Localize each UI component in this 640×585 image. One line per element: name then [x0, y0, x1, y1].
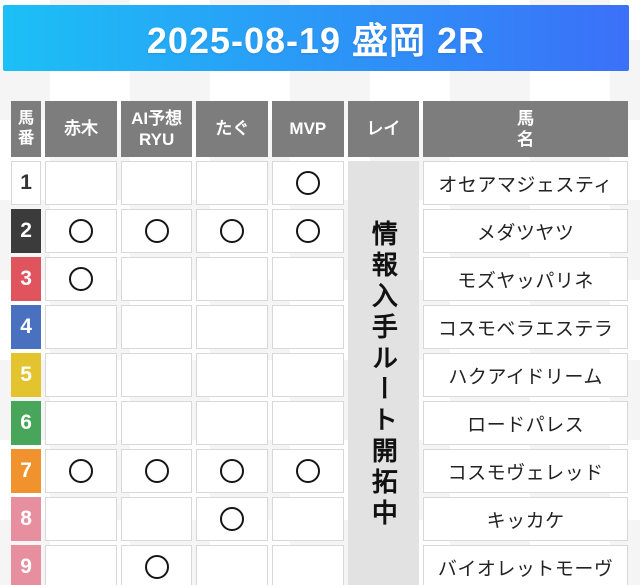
- mark-cell-mvp: [272, 545, 344, 585]
- mark-cell-mvp: [272, 161, 344, 205]
- mark-cell-tagu: [196, 257, 269, 301]
- mark-cell-tagu: [196, 401, 269, 445]
- horse-number-cell: 9: [11, 545, 42, 585]
- mark-cell-mvp: [272, 353, 344, 397]
- mark-cell-tagu: [196, 545, 269, 585]
- mark-cell-mvp: [272, 497, 344, 541]
- horse-number-cell: 3: [11, 257, 42, 301]
- horse-name-cell: ハクアイドリーム: [423, 353, 628, 397]
- mark-cell-tagu: [196, 353, 269, 397]
- horse-name-cell: ロードパレス: [423, 401, 628, 445]
- horse-number-cell: 6: [11, 401, 42, 445]
- horse-number-cell: 4: [11, 305, 42, 349]
- horse-row-2: 2 メダツヤツ: [11, 209, 628, 253]
- circle-mark-icon: [69, 267, 94, 291]
- horse-number-cell: 5: [11, 353, 42, 397]
- column-header-akagi: 赤木: [45, 101, 117, 157]
- rei-notice-cell: 情報入手ルート開拓中: [347, 161, 420, 585]
- horse-row-4: 4 コスモベラエステラ: [11, 305, 628, 349]
- circle-mark-icon: [220, 219, 245, 243]
- mark-cell-ai_ryu: [120, 497, 193, 541]
- horse-number-cell: 7: [11, 449, 42, 493]
- horse-name-cell: コスモベラエステラ: [423, 305, 628, 349]
- circle-mark-icon: [295, 171, 320, 195]
- circle-mark-icon: [144, 219, 169, 243]
- mark-cell-ai_ryu: [120, 449, 193, 493]
- column-header-name: 馬 名: [423, 101, 628, 157]
- mark-cell-mvp: [272, 305, 344, 349]
- mark-cell-tagu: [196, 209, 269, 253]
- horse-row-1: 1 情報入手ルート開拓中 オセアマジェスティ: [11, 161, 628, 585]
- mark-cell-tagu: [196, 161, 269, 205]
- mark-cell-mvp: [272, 401, 344, 445]
- mark-cell-mvp: [272, 449, 344, 493]
- horse-name-cell: コスモヴェレッド: [423, 449, 628, 493]
- mark-cell-mvp: [272, 209, 344, 253]
- horse-name-cell: モズヤッパリネ: [423, 257, 628, 301]
- mark-cell-mvp: [272, 257, 344, 301]
- mark-cell-ai_ryu: [120, 161, 193, 205]
- horse-row-8: 8 キッカケ: [11, 497, 628, 541]
- horse-name-cell: メダツヤツ: [423, 209, 628, 253]
- circle-mark-icon: [144, 459, 169, 483]
- column-header-num: 馬 番: [11, 101, 42, 157]
- horse-row-6: 6 ロードパレス: [11, 401, 628, 445]
- column-header-ai_ryu: AI予想 RYU: [120, 101, 193, 157]
- mark-cell-ai_ryu: [120, 401, 193, 445]
- horse-name-cell: バイオレットモーヴ: [423, 545, 628, 585]
- predictions-table: 馬 番赤木 AI予想 RYU たぐ MVP レイ馬 名 1 情報入手ルート開拓中 オセアマジ…: [7, 97, 632, 585]
- rei-notice-text: 情報入手ルート開拓中: [368, 220, 399, 530]
- circle-mark-icon: [69, 219, 94, 243]
- mark-cell-akagi: [45, 497, 117, 541]
- horse-row-9: 9 バイオレットモーヴ: [11, 545, 628, 585]
- horse-number-cell: 1: [11, 161, 42, 205]
- circle-mark-icon: [295, 219, 320, 243]
- mark-cell-tagu: [196, 497, 269, 541]
- race-title-banner: 2025-08-19 盛岡 2R: [3, 5, 629, 71]
- horse-number-cell: 8: [11, 497, 42, 541]
- mark-cell-ai_ryu: [120, 257, 193, 301]
- mark-cell-tagu: [196, 449, 269, 493]
- mark-cell-akagi: [45, 209, 117, 253]
- circle-mark-icon: [144, 555, 169, 579]
- mark-cell-akagi: [45, 257, 117, 301]
- mark-cell-akagi: [45, 353, 117, 397]
- horse-name-cell: キッカケ: [423, 497, 628, 541]
- horse-number-cell: 2: [11, 209, 42, 253]
- horse-row-5: 5 ハクアイドリーム: [11, 353, 628, 397]
- horse-row-3: 3 モズヤッパリネ: [11, 257, 628, 301]
- mark-cell-ai_ryu: [120, 305, 193, 349]
- horse-row-7: 7 コスモヴェレッド: [11, 449, 628, 493]
- mark-cell-ai_ryu: [120, 209, 193, 253]
- race-title: 2025-08-19 盛岡 2R: [146, 20, 486, 61]
- column-header-tagu: たぐ: [196, 101, 269, 157]
- horse-name-cell: オセアマジェスティ: [423, 161, 628, 205]
- mark-cell-akagi: [45, 449, 117, 493]
- mark-cell-akagi: [45, 161, 117, 205]
- mark-cell-akagi: [45, 305, 117, 349]
- circle-mark-icon: [220, 507, 245, 531]
- mark-cell-akagi: [45, 401, 117, 445]
- circle-mark-icon: [69, 459, 94, 483]
- mark-cell-ai_ryu: [120, 353, 193, 397]
- mark-cell-ai_ryu: [120, 545, 193, 585]
- circle-mark-icon: [295, 459, 320, 483]
- table-body: 1 情報入手ルート開拓中 オセアマジェスティ 2 メダツヤツ 3 モズヤッパリネ 4 コスモベラ…: [11, 161, 628, 585]
- circle-mark-icon: [220, 459, 245, 483]
- mark-cell-akagi: [45, 545, 117, 585]
- mark-cell-tagu: [196, 305, 269, 349]
- column-header-rei: レイ: [347, 101, 420, 157]
- table-header-row: 馬 番赤木 AI予想 RYU たぐ MVP レイ馬 名: [11, 101, 628, 157]
- column-header-mvp: MVP: [272, 101, 344, 157]
